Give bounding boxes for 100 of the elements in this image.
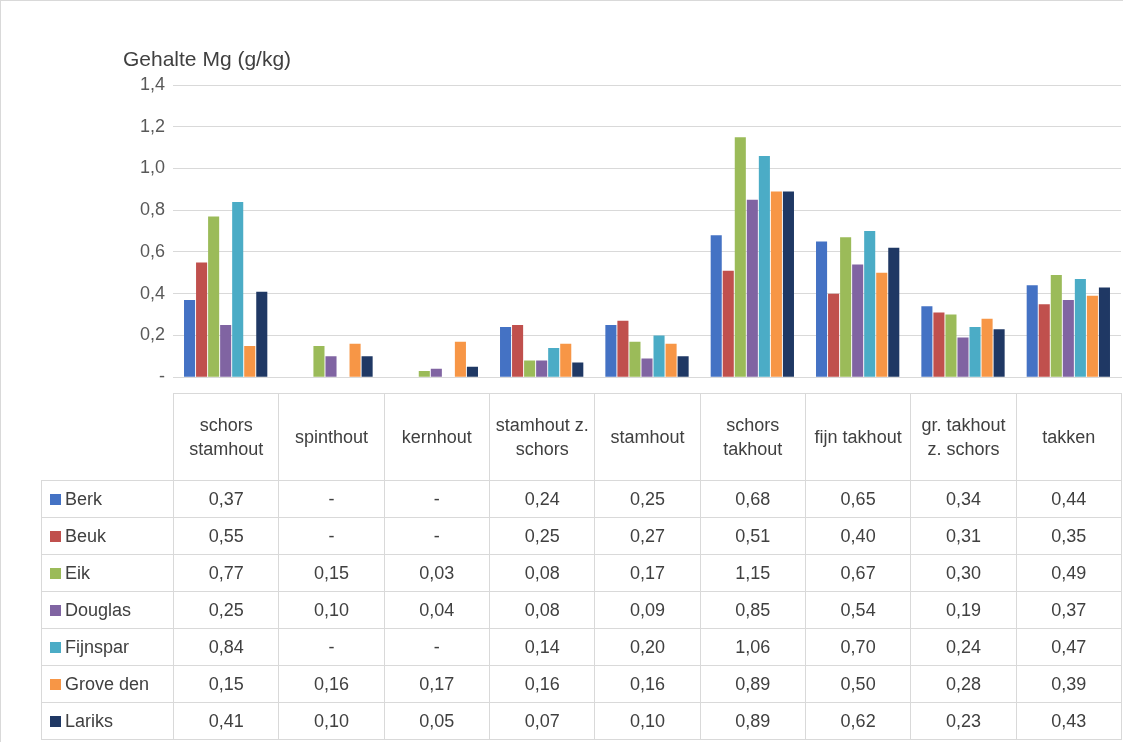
data-label: 0,10 <box>278 702 385 740</box>
bar <box>1098 287 1110 377</box>
bar <box>852 264 864 377</box>
data-label: 0,14 <box>489 628 595 666</box>
data-label: 0,04 <box>384 591 490 629</box>
y-tick-label: 1,4 <box>139 73 165 94</box>
bar <box>560 343 572 377</box>
legend-label: Beuk <box>41 517 174 555</box>
data-label: 0,67 <box>805 554 911 592</box>
text: - <box>433 488 440 509</box>
bar <box>1062 299 1074 377</box>
data-label: 0,34 <box>910 480 1017 518</box>
data-label: 0,25 <box>594 480 701 518</box>
text: - <box>433 525 440 546</box>
bar <box>605 325 617 377</box>
bar <box>500 327 512 377</box>
bar <box>888 247 900 377</box>
x-tick-label: gr. takhout z. schors <box>910 393 1017 481</box>
bar <box>1074 279 1086 377</box>
data-label: 0,62 <box>805 702 911 740</box>
data-label: 0,28 <box>910 665 1017 703</box>
legend-label: Fijnspar <box>41 628 174 666</box>
data-label: 0,10 <box>278 591 385 629</box>
bar <box>993 329 1005 377</box>
bar <box>361 356 373 377</box>
legend-label: Eik <box>41 554 174 592</box>
y-tick-label: 0,2 <box>139 324 165 345</box>
data-label: 0,77 <box>173 554 279 592</box>
data-label: 0,41 <box>173 702 279 740</box>
bar <box>349 343 361 377</box>
bar <box>244 345 256 377</box>
text: - <box>328 525 335 546</box>
data-label: 0,23 <box>910 702 1017 740</box>
bar <box>653 335 665 377</box>
data-label: 0,09 <box>594 591 701 629</box>
text: - <box>328 488 335 509</box>
bar <box>617 320 629 377</box>
data-label: 1,06 <box>700 628 806 666</box>
bar <box>945 314 957 377</box>
bar <box>256 291 268 377</box>
bar <box>816 241 828 377</box>
bar <box>1038 304 1050 377</box>
bar <box>536 360 548 377</box>
data-label: 0,43 <box>1016 702 1122 740</box>
data-label: 0,15 <box>173 665 279 703</box>
data-label: 0,37 <box>173 480 279 518</box>
data-label: 0,03 <box>384 554 490 592</box>
data-label: 0,24 <box>489 480 595 518</box>
legend-label: Berk <box>41 480 174 518</box>
data-label: 0,89 <box>700 665 806 703</box>
bar <box>665 343 677 377</box>
bar <box>313 345 325 377</box>
data-label: 0,35 <box>1016 517 1122 555</box>
bar <box>1026 285 1038 377</box>
bar <box>184 299 196 377</box>
data-label: 0,24 <box>910 628 1017 666</box>
bar <box>933 312 945 377</box>
bar <box>722 270 734 377</box>
legend-label: Douglas <box>41 591 174 629</box>
bar <box>782 191 794 377</box>
bar <box>734 137 746 377</box>
x-tick-label: stamhout z. schors <box>489 393 595 481</box>
bar <box>710 235 722 377</box>
bar <box>864 231 876 377</box>
data-label: 0,40 <box>805 517 911 555</box>
bar <box>1086 295 1098 377</box>
data-label: 0,65 <box>805 480 911 518</box>
bar <box>196 262 208 377</box>
bar <box>969 327 981 377</box>
x-tick-label: fijn takhout <box>805 393 911 481</box>
bar <box>208 216 220 377</box>
x-tick-label: spinthout <box>278 393 385 481</box>
y-axis-title: Gehalte Mg (g/kg) <box>123 47 292 71</box>
y-tick-label: - <box>159 366 165 387</box>
data-label: 0,89 <box>700 702 806 740</box>
data-label: 0,15 <box>278 554 385 592</box>
data-label: 0,25 <box>489 517 595 555</box>
y-tick-label: 0,6 <box>139 240 165 261</box>
x-tick-label: stamhout <box>594 393 701 481</box>
bar <box>840 237 852 377</box>
bar <box>325 356 337 377</box>
data-label: 0,20 <box>594 628 701 666</box>
bar <box>758 155 770 377</box>
x-tick-label: takken <box>1016 393 1122 481</box>
data-label: 0,30 <box>910 554 1017 592</box>
bar <box>220 325 232 377</box>
data-label: 0,10 <box>594 702 701 740</box>
bar <box>921 306 933 377</box>
data-label: 0,70 <box>805 628 911 666</box>
text: - <box>433 636 440 657</box>
y-tick-label: 1,2 <box>139 115 165 136</box>
x-tick-label: schors takhout <box>700 393 806 481</box>
bar <box>629 341 641 377</box>
bar <box>957 337 969 377</box>
data-label: 0,08 <box>489 591 595 629</box>
data-label: 0,31 <box>910 517 1017 555</box>
legend-label: Grove den <box>41 665 174 703</box>
bar <box>770 191 782 377</box>
bar <box>418 370 430 377</box>
data-label: 0,37 <box>1016 591 1122 629</box>
